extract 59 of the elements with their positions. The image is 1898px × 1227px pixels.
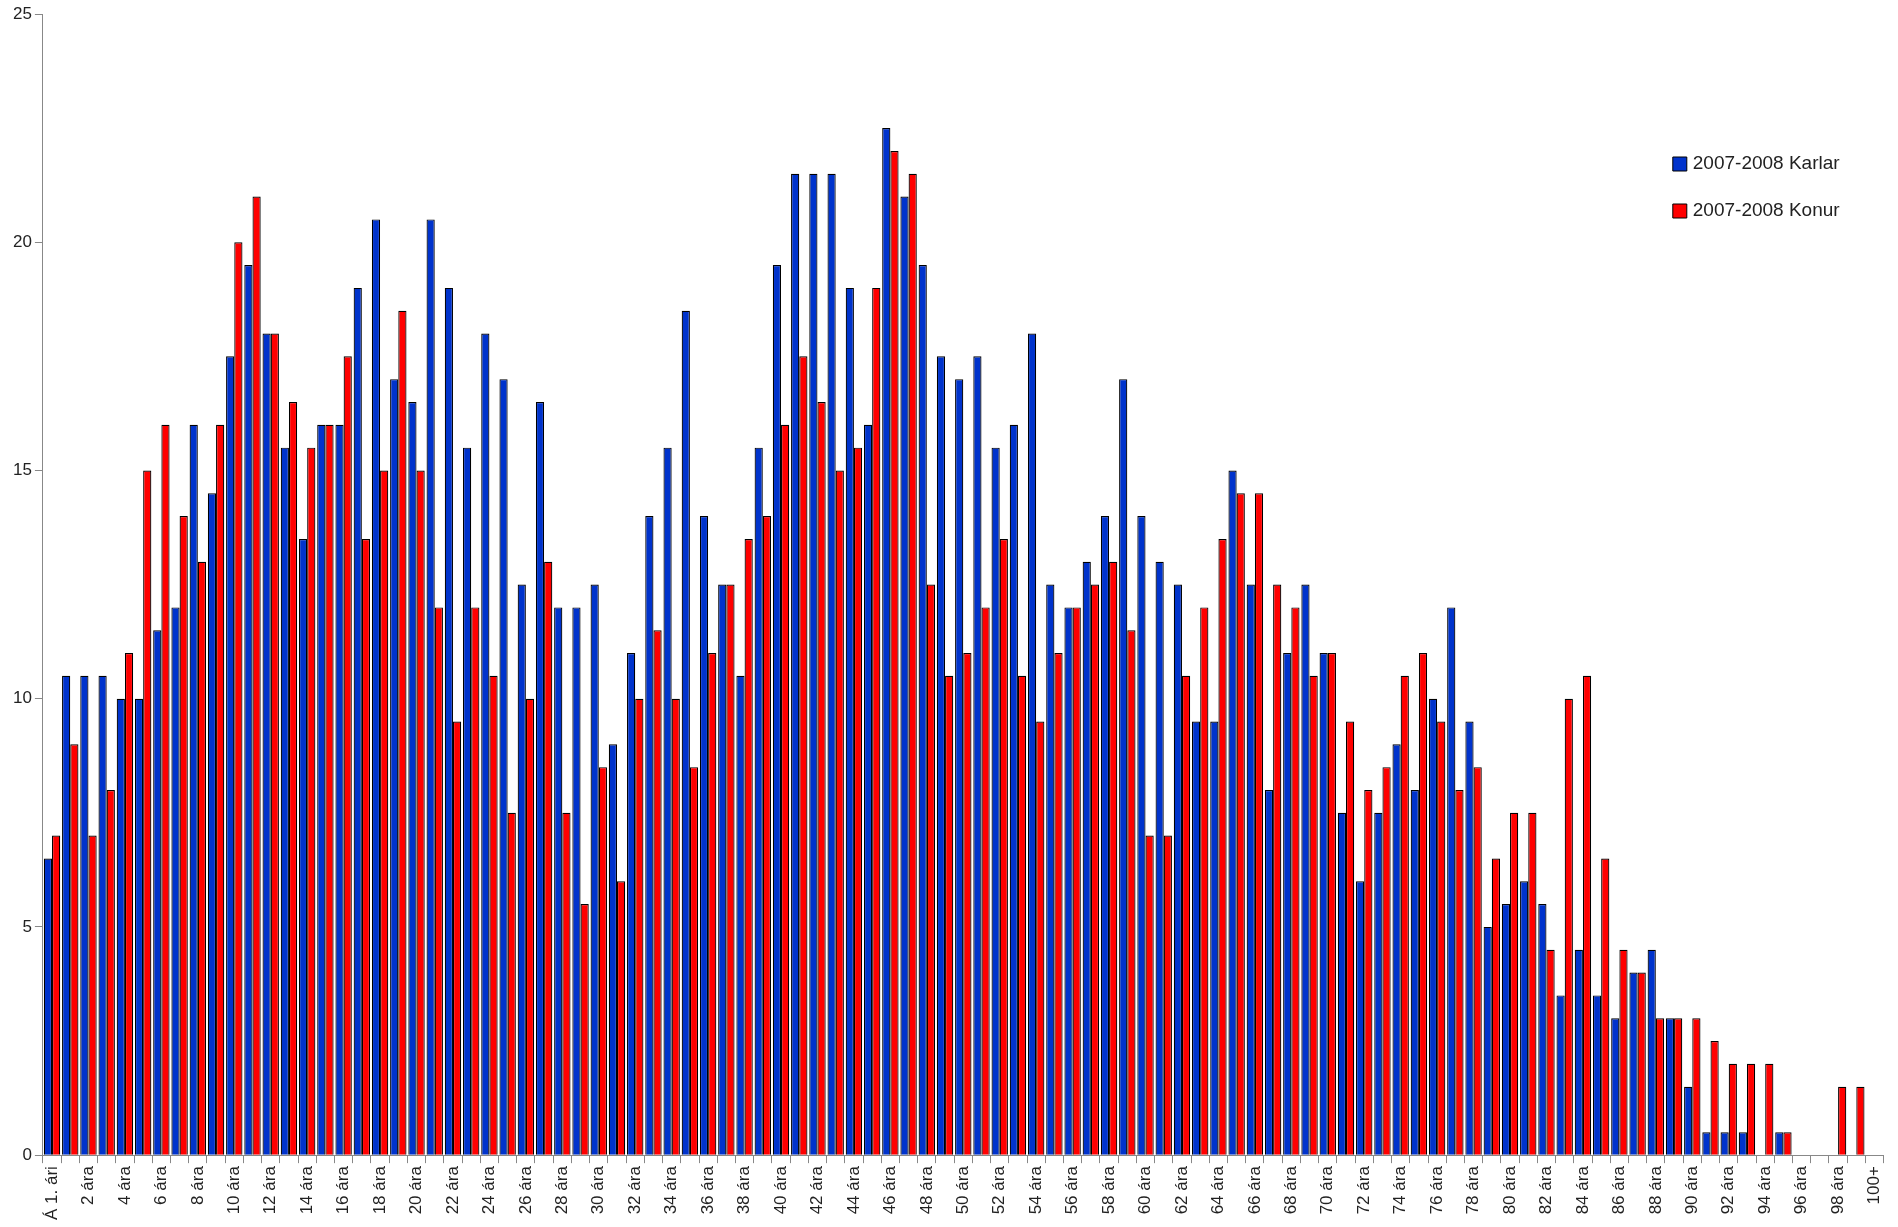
x-tick-label: 20 ára bbox=[406, 1165, 426, 1215]
y-tick-label: 25 bbox=[12, 3, 32, 23]
x-tick-label: 2 ára bbox=[78, 1165, 98, 1205]
x-tick-label: 32 ára bbox=[624, 1165, 644, 1215]
x-tick-label: 56 ára bbox=[1062, 1165, 1082, 1215]
x-tick-label: 96 ára bbox=[1791, 1165, 1811, 1215]
y-tick-label: 0 bbox=[22, 1144, 32, 1164]
x-tick-label: 64 ára bbox=[1208, 1165, 1228, 1215]
x-tick-label: 8 ára bbox=[187, 1165, 207, 1205]
y-tick-label: 5 bbox=[22, 916, 32, 936]
y-tick-label: 15 bbox=[12, 460, 32, 480]
x-tick-label: 100+ bbox=[1864, 1166, 1884, 1205]
x-tick-label: 98 ára bbox=[1827, 1165, 1847, 1215]
y-tick-label: 20 bbox=[12, 231, 32, 251]
x-tick-label: 28 ára bbox=[552, 1165, 572, 1215]
x-tick-label: 70 ára bbox=[1317, 1165, 1337, 1215]
x-tick-label: 12 ára bbox=[260, 1165, 280, 1215]
x-tick-label: 46 ára bbox=[880, 1165, 900, 1215]
x-tick-label: 86 ára bbox=[1609, 1165, 1629, 1215]
legend-label: 2007-2008 Konur bbox=[1692, 199, 1841, 221]
x-tick-label: 52 ára bbox=[989, 1165, 1009, 1215]
x-tick-label: 58 ára bbox=[1098, 1165, 1118, 1215]
x-tick-label: 78 ára bbox=[1463, 1165, 1483, 1215]
x-tick-label: 42 ára bbox=[807, 1165, 827, 1215]
x-tick-label: 14 ára bbox=[296, 1165, 316, 1215]
x-tick-label: 68 ára bbox=[1281, 1165, 1301, 1215]
x-tick-label: 4 ára bbox=[114, 1165, 134, 1205]
x-tick-label: 36 ára bbox=[697, 1165, 717, 1215]
x-tick-label: 22 ára bbox=[442, 1165, 462, 1215]
x-tick-label: 60 ára bbox=[1135, 1165, 1155, 1215]
x-tick-label: 6 ára bbox=[151, 1165, 171, 1205]
x-tick-label: 92 ára bbox=[1718, 1165, 1738, 1215]
x-tick-label: 10 ára bbox=[223, 1165, 243, 1215]
y-tick-label: 10 bbox=[12, 688, 32, 708]
x-tick-label: 40 ára bbox=[770, 1165, 790, 1215]
x-tick-label: 30 ára bbox=[588, 1165, 608, 1215]
x-tick-label: 66 ára bbox=[1244, 1165, 1264, 1215]
x-tick-label: 72 ára bbox=[1353, 1165, 1373, 1215]
x-tick-label: 74 ára bbox=[1390, 1165, 1410, 1215]
x-tick-label: 24 ára bbox=[479, 1165, 499, 1215]
x-tick-label: 44 ára bbox=[843, 1165, 863, 1215]
x-tick-label: 94 ára bbox=[1754, 1165, 1774, 1215]
x-tick-label: 16 ára bbox=[333, 1165, 353, 1215]
x-tick-label: 34 ára bbox=[661, 1165, 681, 1215]
x-tick-label: 82 ára bbox=[1536, 1165, 1556, 1215]
x-tick-label: Á 1. ári bbox=[41, 1166, 61, 1220]
x-tick-label: 76 ára bbox=[1426, 1165, 1446, 1215]
x-tick-label: 88 ára bbox=[1645, 1165, 1665, 1215]
x-tick-label: 48 ára bbox=[916, 1165, 936, 1215]
x-tick-label: 26 ára bbox=[515, 1165, 535, 1215]
x-tick-label: 80 ára bbox=[1499, 1165, 1519, 1215]
legend-label: 2007-2008 Karlar bbox=[1692, 152, 1841, 174]
x-tick-label: 50 ára bbox=[952, 1165, 972, 1215]
x-tick-label: 84 ára bbox=[1572, 1165, 1592, 1215]
x-tick-label: 90 ára bbox=[1681, 1165, 1701, 1215]
x-tick-label: 62 ára bbox=[1171, 1165, 1191, 1215]
x-tick-label: 18 ára bbox=[369, 1165, 389, 1215]
x-tick-label: 54 ára bbox=[1025, 1165, 1045, 1215]
x-tick-label: 38 ára bbox=[734, 1165, 754, 1215]
